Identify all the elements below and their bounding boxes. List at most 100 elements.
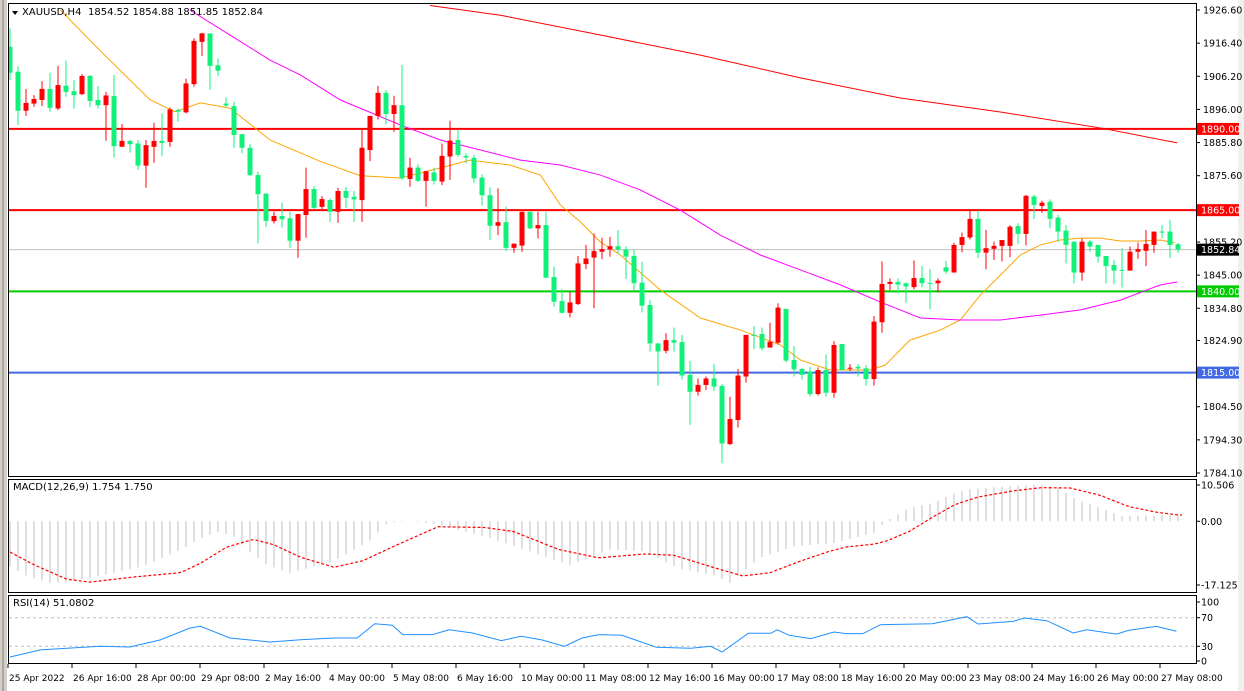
candle-body: [71, 91, 77, 96]
candle: [151, 122, 157, 163]
level-tag-label: 1890.00: [1201, 124, 1240, 135]
time-tick-label: 26 Apr 16:00: [73, 674, 132, 684]
candle-body: [247, 147, 253, 176]
candles: [9, 28, 1181, 464]
candle-body: [599, 249, 605, 252]
candle-body: [1023, 195, 1029, 234]
candle: [527, 211, 533, 229]
candle-body: [455, 139, 461, 155]
level-tag-bg: [1197, 366, 1239, 379]
candle-body: [263, 193, 269, 221]
candle: [607, 236, 613, 257]
time-tick-label: 23 May 08:00: [969, 674, 1031, 684]
rsi-tick-label: 70: [1201, 613, 1213, 624]
macd-pane[interactable]: MACD(12,26,9) 1.754 1.750 10.506 0.00 -17.…: [8, 479, 1238, 593]
price-pane[interactable]: 1926.60 1916.40 1906.20 1896.00 1885.80 1875.…: [8, 3, 1243, 480]
candle: [735, 369, 741, 428]
candle-body: [655, 343, 661, 352]
candle-body: [959, 237, 965, 245]
moving-averages: [60, 4, 1178, 371]
price-tick-label: 1855.20: [1203, 237, 1242, 248]
candle: [399, 64, 405, 180]
rsi-line: [9, 616, 1177, 658]
candle-body: [687, 374, 693, 392]
candle: [479, 174, 485, 206]
candle-body: [415, 167, 421, 181]
candle-body: [223, 103, 229, 106]
candle-body: [231, 106, 237, 136]
candle: [175, 108, 181, 122]
candle: [407, 157, 413, 187]
price-tick-label: 1824.90: [1203, 336, 1242, 347]
candle: [183, 78, 189, 114]
macd-tick-label: 0.00: [1201, 517, 1222, 528]
rsi-pane[interactable]: RSI(14) 51.0802 100 70 30 0: [8, 595, 1220, 668]
candle-body: [479, 177, 485, 196]
candle: [383, 89, 389, 125]
candle: [967, 210, 973, 240]
candle: [23, 88, 29, 116]
candle-body: [831, 344, 837, 393]
candle: [983, 229, 989, 270]
candle-body: [983, 248, 989, 253]
candle-body: [303, 189, 309, 216]
candle-body: [63, 85, 69, 92]
current-price-tag-bg: [1197, 243, 1239, 256]
candle: [135, 139, 141, 171]
candle: [239, 134, 245, 154]
candle-body: [519, 211, 525, 246]
candle-body: [823, 370, 829, 393]
candle-body: [311, 189, 317, 208]
candle: [415, 164, 421, 182]
candle: [559, 289, 565, 314]
candle-body: [711, 378, 717, 387]
current-price-tag: 1852.84: [1201, 245, 1240, 256]
candle-body: [583, 258, 589, 265]
candle-body: [127, 140, 133, 145]
candle: [727, 396, 733, 446]
price-tick-label: 1885.80: [1203, 138, 1242, 149]
candle: [367, 115, 373, 162]
price-tags: 1890.00 1865.00 1840.00 1815.00 1852.84: [1197, 122, 1240, 379]
candle-body: [351, 196, 357, 200]
window-right-border: [1238, 0, 1244, 691]
candle-body: [1111, 265, 1117, 271]
candle-body: [143, 145, 149, 166]
candle-body: [919, 278, 925, 284]
candle-body: [1015, 226, 1021, 234]
candle-body: [903, 283, 909, 287]
time-tick-label: 25 Apr 2022: [9, 674, 65, 684]
candle: [503, 206, 509, 252]
candle-body: [287, 218, 293, 241]
candle: [799, 367, 805, 380]
time-tick-label: 10 May 00:00: [521, 674, 583, 684]
candle: [695, 378, 701, 396]
macd-histogram: [9, 484, 1179, 583]
price-axis: 1926.60 1916.40 1906.20 1896.00 1885.80 1875.…: [1196, 6, 1242, 480]
candle: [951, 242, 957, 273]
candle-body: [1087, 241, 1093, 247]
time-tick-label: 29 Apr 08:00: [201, 674, 260, 684]
candle-body: [207, 33, 213, 66]
candle-body: [1143, 243, 1149, 251]
candle-body: [607, 246, 613, 250]
macd-signal-line: [9, 487, 1182, 583]
triangle-down-icon[interactable]: [12, 11, 18, 15]
candle: [1047, 199, 1053, 229]
candle: [263, 193, 269, 227]
candle-body: [1047, 201, 1053, 219]
candle-body: [855, 366, 861, 369]
candle-body: [327, 200, 333, 212]
candle: [327, 198, 333, 222]
price-tick-label: 1875.60: [1203, 171, 1242, 182]
candle-body: [319, 199, 325, 207]
rsi-tick-label: 0: [1201, 657, 1207, 668]
candle: [511, 243, 517, 253]
candle: [343, 186, 349, 208]
candle: [1119, 248, 1125, 288]
price-tick-label: 1804.50: [1203, 402, 1242, 413]
candle: [55, 65, 61, 111]
candle: [687, 360, 693, 425]
candle-body: [975, 218, 981, 253]
